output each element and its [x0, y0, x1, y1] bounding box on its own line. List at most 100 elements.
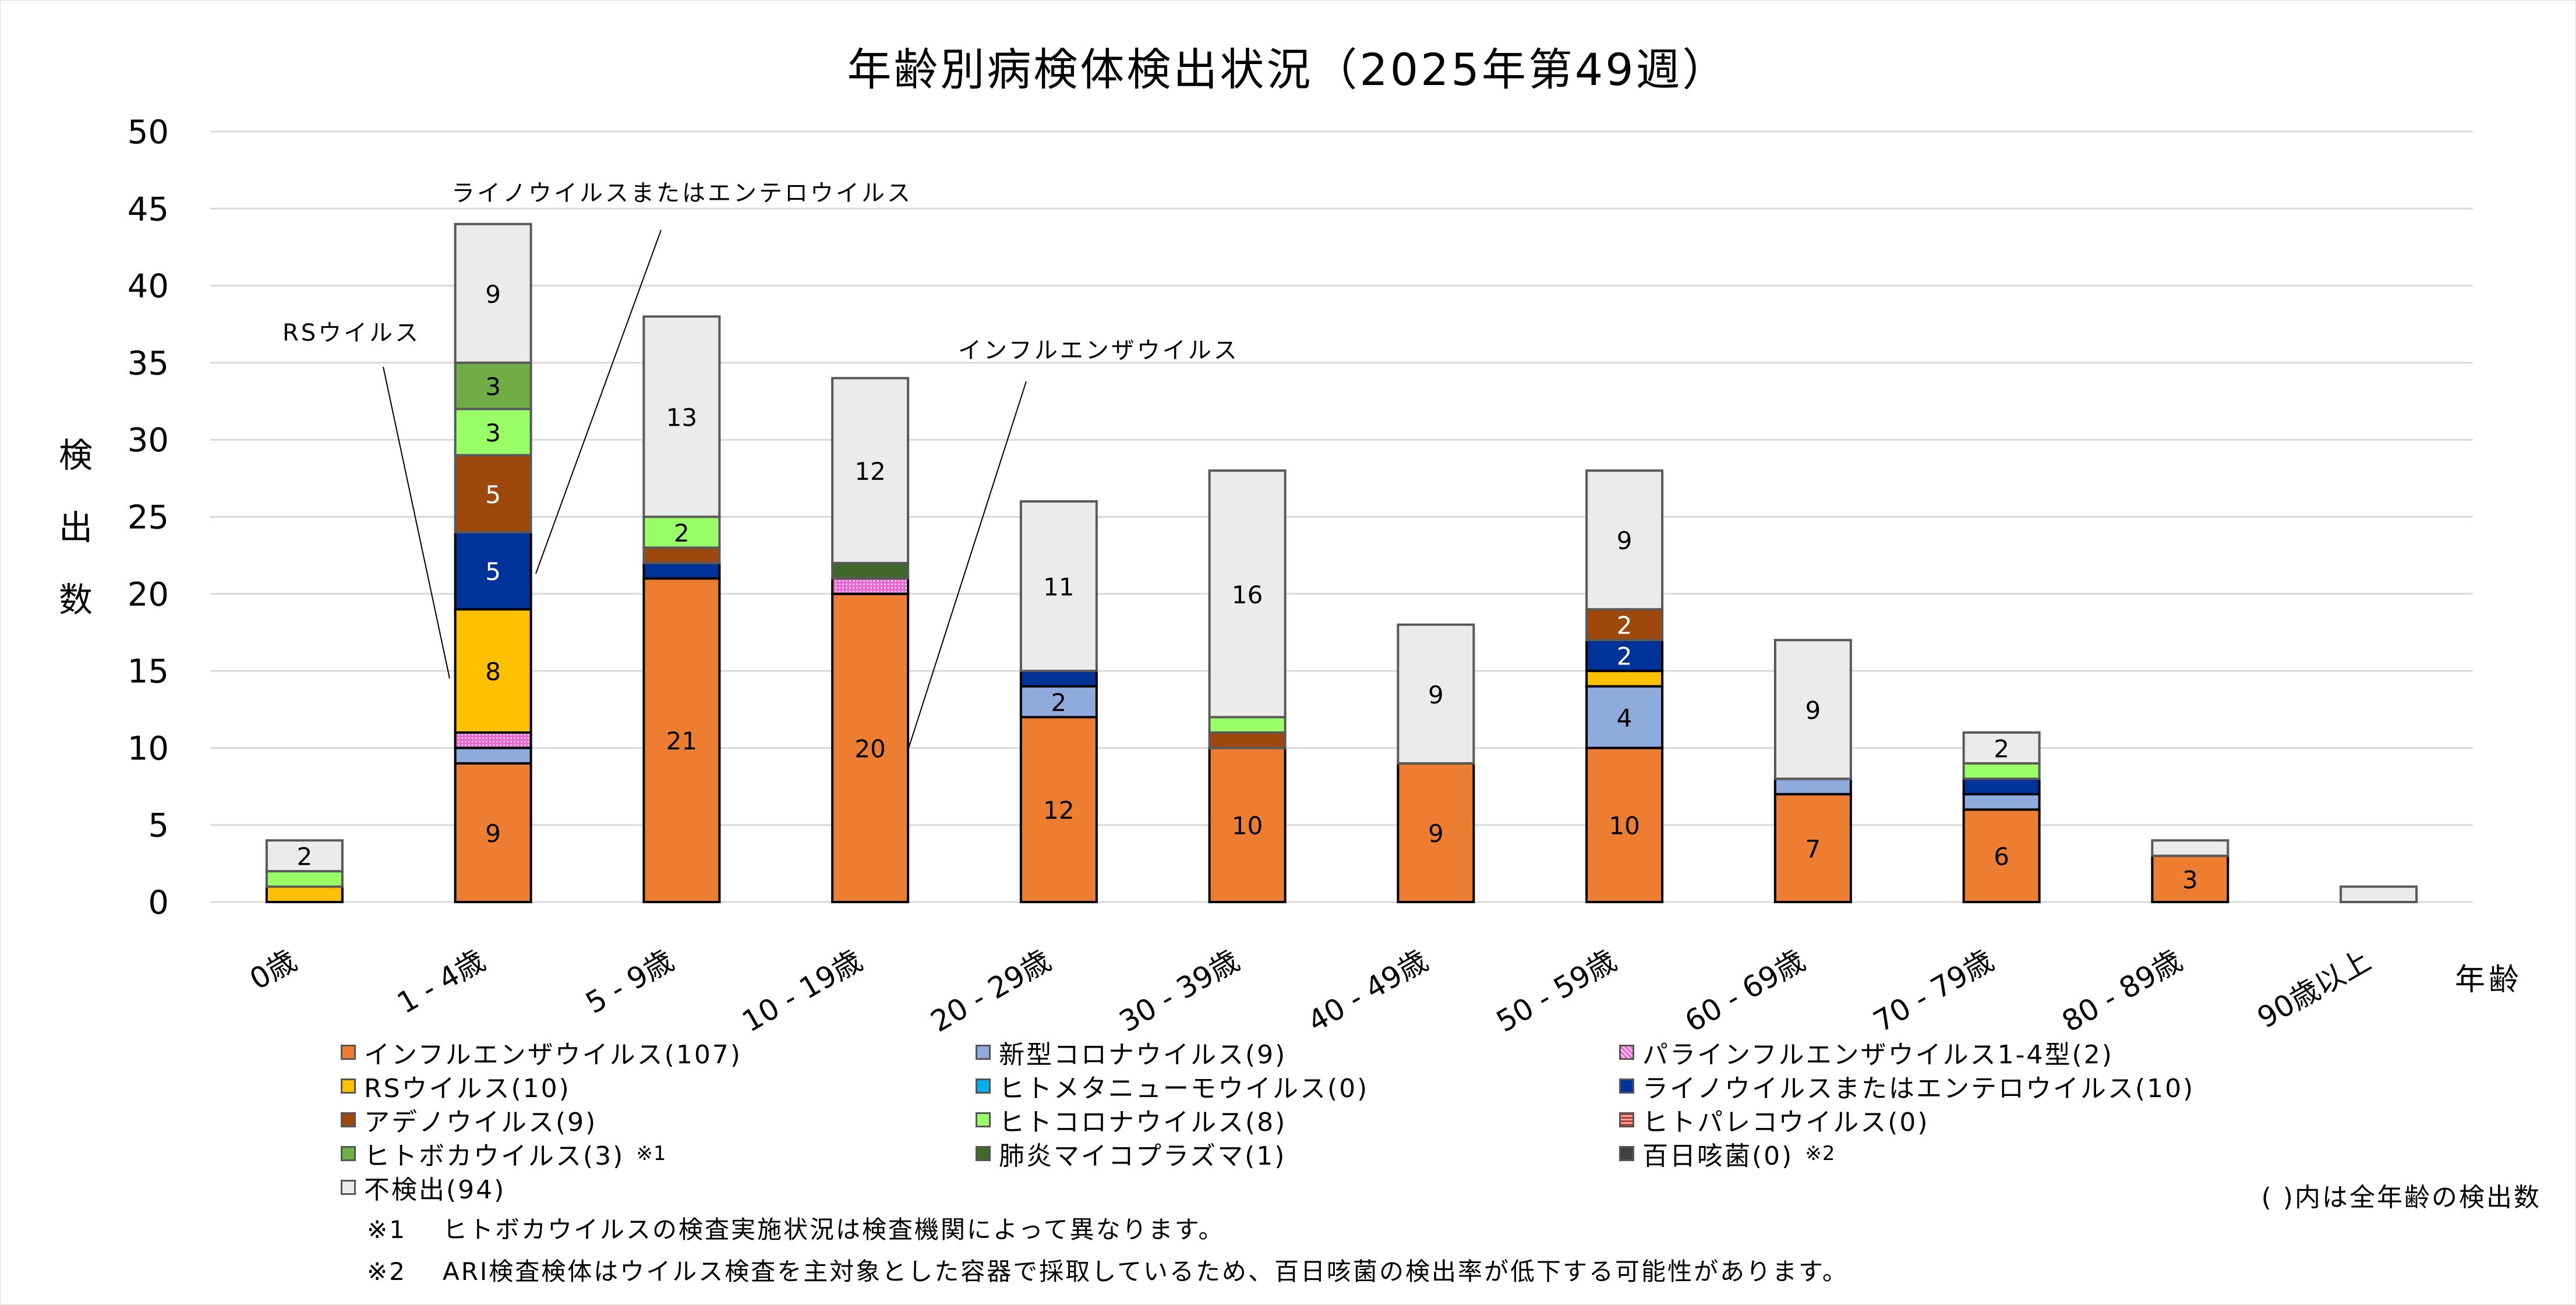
bar-segment [1208, 731, 1287, 749]
data-label: 5 [485, 557, 501, 586]
data-label: 12 [854, 457, 885, 486]
legend-label: インフルエンザウイルス(107) [364, 1040, 742, 1070]
legend-label: ヒトパレコウイルス(0) [1642, 1108, 1930, 1137]
data-label: 16 [1232, 581, 1263, 609]
legend-label: パラインフルエンザウイルス1-4型(2) [1642, 1040, 2114, 1070]
legend-label: 肺炎マイコプラズマ(1) [999, 1141, 1287, 1171]
x-tick-label: 20 - 29歳 [925, 943, 1056, 1039]
data-label: 9 [485, 280, 501, 309]
data-label: 9 [1805, 696, 1821, 724]
legend-swatch [341, 1180, 356, 1195]
legend-swatch [1619, 1146, 1634, 1161]
legend-swatch [1619, 1112, 1634, 1127]
data-label: 4 [1617, 703, 1632, 732]
bar-segment [454, 454, 532, 533]
legend-swatch [341, 1045, 356, 1060]
bar-segment [1962, 793, 2041, 811]
bar-segment [454, 762, 532, 903]
y-tick-label: 15 [128, 653, 169, 691]
y-axis-label-char: 出 [58, 508, 93, 547]
x-tick-label: 0歳 [244, 943, 302, 996]
bar-segment [1962, 731, 2041, 765]
bar-segment [831, 592, 910, 903]
bar-segment [1208, 747, 1287, 904]
legend-item: 肺炎マイコプラズマ(1) [976, 1135, 1286, 1172]
data-label: 13 [666, 404, 697, 432]
bar-segment [1019, 685, 1098, 719]
legend-item: パラインフルエンザウイルス1-4型(2) [1619, 1034, 2114, 1071]
y-tick-label: 0 [148, 884, 169, 922]
data-label: 9 [485, 819, 501, 848]
data-label: 2 [674, 519, 690, 547]
data-label: 3 [485, 419, 501, 447]
bar-segment [2340, 885, 2418, 904]
bar-segment [454, 222, 532, 364]
annotation-label: ライノウイルスまたはエンテロウイルス [451, 180, 913, 207]
data-label: 5 [485, 480, 501, 509]
x-tick-label: 70 - 79歳 [1868, 943, 1999, 1039]
data-label: 3 [2182, 865, 2198, 894]
legend-item: ヒトコロナウイルス(8) [976, 1101, 1287, 1138]
footnote-key: ※2 [367, 1257, 407, 1286]
bar-segment [1585, 608, 1664, 642]
x-tick-label: 40 - 49歳 [1302, 943, 1434, 1039]
x-tick-label: 10 - 19歳 [736, 943, 868, 1039]
bar-segment [1585, 670, 1664, 688]
bar-segment [1773, 777, 1852, 795]
bar-segment [642, 561, 721, 580]
legend-label: 新型コロナウイルス(9) [999, 1040, 1287, 1070]
y-tick-label: 35 [128, 345, 169, 383]
y-tick-label: 30 [128, 422, 169, 459]
legend-item: 百日咳菌(0) ※2 [1619, 1135, 1835, 1172]
bar-stack: 62 [1962, 731, 2041, 903]
legend-label: アデノウイルス(9) [364, 1108, 598, 1137]
y-axis-ticks: 0 5 10 15 20 25 30 35 40 45 50 [128, 114, 169, 922]
bar-segment [1585, 747, 1664, 904]
y-tick-label: 20 [128, 576, 169, 614]
chart-title: 年齢別病検体検出状況（2025年第49週） [847, 44, 1729, 96]
x-axis-ticks: 0歳 1 - 4歳 5 - 9歳 10 - 19歳 20 - 29歳 30 - 39歳 40… [244, 943, 2376, 1039]
footnote-text: ARI検査検体はウイルス検査を主対象とした容器で採取しているため、百日咳菌の検出… [443, 1257, 1849, 1286]
data-label: 20 [854, 734, 885, 763]
annotation-label: RSウイルス [282, 320, 421, 346]
bar-segment [642, 577, 721, 903]
bar-segment [1585, 685, 1664, 749]
legend-label: 不検出(94) [364, 1175, 506, 1205]
legend-item: ヒトボカウイルス(3) ※1 [341, 1135, 666, 1172]
annotation-leader-line [535, 229, 662, 574]
footnote-1: ※1 ヒトボカウイルスの検査実施状況は検査機関によって異なります。 [367, 1210, 1224, 1246]
annotation-label: インフルエンザウイルス [958, 337, 1239, 364]
legend-swatch [341, 1078, 356, 1094]
bar-segment [1773, 793, 1852, 904]
bar-segment [1962, 762, 2041, 780]
data-label: 9 [1617, 526, 1632, 555]
data-label: 2 [1994, 734, 2009, 763]
legend-footnote-mark: ※2 [1805, 1142, 1836, 1165]
bar-segment [1773, 639, 1852, 780]
bar-segment [1585, 469, 1664, 611]
x-tick-label: 80 - 89歳 [2056, 943, 2188, 1039]
legend-swatch [1619, 1078, 1634, 1094]
legend-label: ヒトボカウイルス(3) [364, 1141, 625, 1171]
legend-label: ヒトメタニューモウイルス(0) [999, 1074, 1369, 1104]
legend-item: 新型コロナウイルス(9) [976, 1034, 1287, 1071]
legend-swatch [976, 1146, 991, 1161]
legend-label: RSウイルス(10) [364, 1074, 571, 1104]
data-label: 11 [1043, 573, 1074, 602]
y-tick-label: 50 [128, 114, 169, 151]
bar-segment [1962, 777, 2041, 795]
x-tick-label: 1 - 4歳 [391, 943, 491, 1020]
bar-stack: 10 4 22 9 [1585, 469, 1664, 904]
footnote-key: ※1 [367, 1215, 407, 1244]
legend-note: ( )内は全年齢の検出数 [2261, 1183, 2541, 1212]
legend-item: インフルエンザウイルス(107) [341, 1034, 742, 1071]
bar-stack [2340, 885, 2418, 904]
y-tick-label: 5 [148, 807, 169, 845]
bar-stack: 9 8 5 5 3 3 9 [454, 222, 532, 903]
bar-stack: 99 [1397, 623, 1475, 903]
legend-item: ライノウイルスまたはエンテロウイルス(10) [1619, 1067, 2195, 1105]
legend-swatch [976, 1112, 991, 1127]
data-label: 2 [1617, 611, 1632, 640]
